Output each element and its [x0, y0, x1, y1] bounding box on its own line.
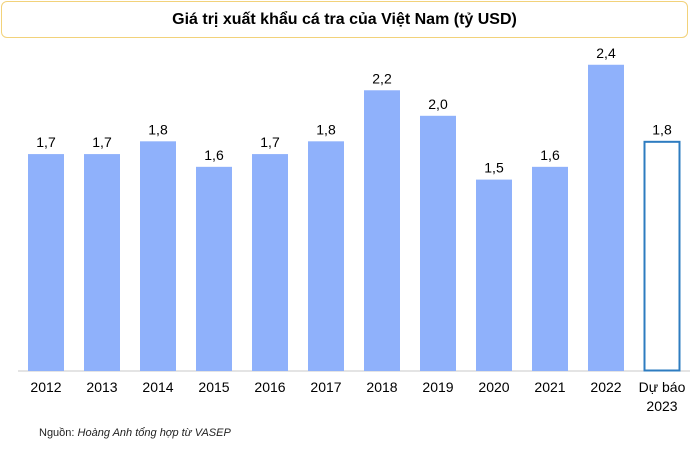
source-note: Nguồn: Hoàng Anh tổng hợp từ VASEP: [39, 427, 231, 439]
bar-0: [28, 154, 64, 371]
data-label-9: 1,6: [540, 147, 560, 163]
x-tick-label-8: 2020: [478, 379, 509, 395]
bar-9: [532, 166, 568, 371]
bar-11: [643, 140, 681, 372]
source-prefix: Nguồn:: [39, 427, 78, 439]
data-label-5: 1,8: [316, 121, 336, 137]
data-label-3: 1,6: [204, 147, 224, 163]
x-tick-label-5: 2017: [310, 379, 341, 395]
chart-title: Giá trị xuất khẩu cá tra của Việt Nam (t…: [172, 10, 517, 28]
bar-2: [140, 141, 176, 371]
data-label-11: 1,8: [652, 121, 672, 137]
bar-10: [588, 64, 624, 371]
bar-5: [308, 141, 344, 371]
x-tick-label-2: 2014: [142, 379, 173, 395]
bar-3: [196, 166, 232, 371]
x-tick-label-10: 2022: [590, 379, 621, 395]
data-label-6: 2,2: [372, 70, 392, 86]
x-tick-label-3: 2015: [198, 379, 229, 395]
data-label-0: 1,7: [36, 134, 56, 150]
bar-1: [84, 154, 120, 371]
data-label-2: 1,8: [148, 121, 168, 137]
x-tick-label-7: 2019: [422, 379, 453, 395]
data-label-7: 2,0: [428, 96, 448, 112]
x-tick-label-4: 2016: [254, 379, 285, 395]
x-tick-label-11: Dự báo 2023: [639, 379, 686, 414]
data-label-4: 1,7: [260, 134, 280, 150]
data-label-1: 1,7: [92, 134, 112, 150]
source-text: Hoàng Anh tổng hợp từ VASEP: [77, 427, 231, 439]
x-tick-label-9: 2021: [534, 379, 565, 395]
bar-7: [420, 115, 456, 371]
data-label-10: 2,4: [596, 45, 616, 61]
x-tick-label-0: 2012: [30, 379, 61, 395]
data-label-8: 1,5: [484, 160, 504, 176]
x-tick-label-6: 2018: [366, 379, 397, 395]
bar-8: [476, 179, 512, 371]
x-tick-label-1: 2013: [86, 379, 117, 395]
chart-title-box: Giá trị xuất khẩu cá tra của Việt Nam (t…: [1, 1, 688, 38]
bar-6: [364, 90, 400, 371]
bar-4: [252, 154, 288, 371]
